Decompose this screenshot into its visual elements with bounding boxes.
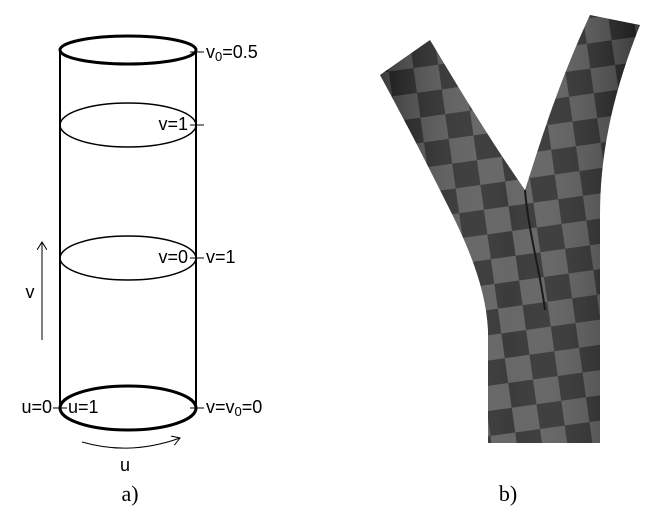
caption: b) xyxy=(499,481,517,506)
label: u=1 xyxy=(68,397,99,417)
y-shading xyxy=(380,15,640,443)
label-text: v xyxy=(206,42,215,62)
label: v xyxy=(26,282,35,302)
figure: v0=0.5 v=1 v=0 v=1 u=0 u=1 v=v0=0 v u a)… xyxy=(0,0,661,514)
label-sub: 0 xyxy=(235,404,242,419)
label: u xyxy=(120,455,130,475)
label: v=1 xyxy=(158,114,188,134)
label: v=v0=0 xyxy=(206,397,262,420)
label: v=0 xyxy=(158,247,188,267)
label: u=0 xyxy=(21,397,52,417)
cylinder: v0=0.5 v=1 v=0 v=1 u=0 u=1 v=v0=0 v u xyxy=(21,36,262,475)
caption: a) xyxy=(121,481,138,506)
label-text: v=v xyxy=(206,397,235,417)
label-text: =0 xyxy=(242,397,263,417)
label-sub: 0 xyxy=(215,49,222,64)
branch-surface xyxy=(380,15,640,443)
u-arrow xyxy=(82,438,180,448)
top-ring xyxy=(60,36,196,64)
label: v=1 xyxy=(206,247,236,267)
label-text: =0.5 xyxy=(222,42,258,62)
label: v0=0.5 xyxy=(206,42,258,65)
